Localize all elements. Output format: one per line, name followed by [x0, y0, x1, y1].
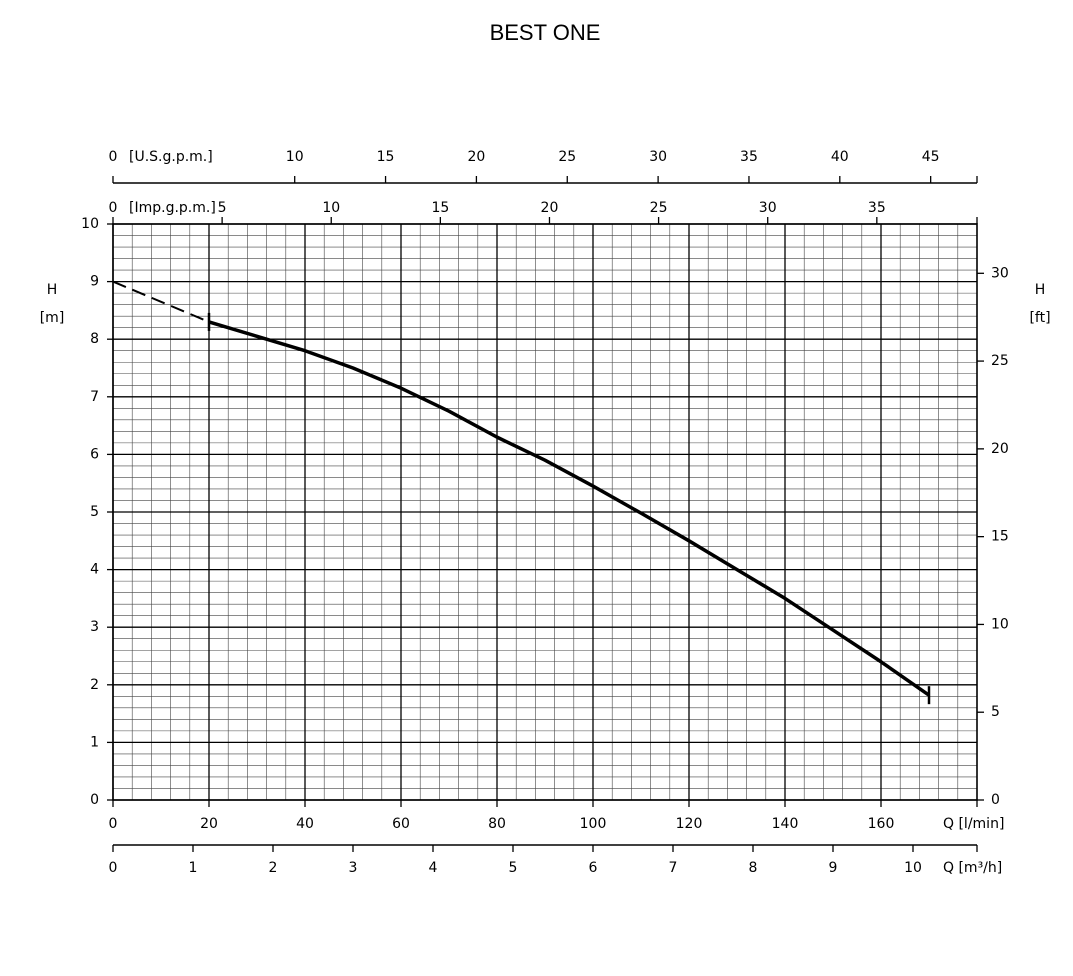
y-tick-label: 4	[90, 562, 99, 578]
y-tick-label: 8	[90, 331, 99, 347]
y2-tick-label: 0	[991, 792, 1000, 808]
axis-tick-label: 35	[740, 149, 758, 165]
y2-tick-label: 15	[991, 529, 1009, 545]
axis-tick-label: 0	[109, 200, 118, 216]
y-tick-label: 2	[90, 677, 99, 693]
axis-tick-label: 2	[269, 860, 278, 876]
axis-label: Q [m³/h]	[943, 860, 1002, 876]
axis-label: [Imp.g.p.m.]	[129, 200, 216, 216]
axis-tick-label: 0	[109, 149, 118, 165]
y2-axis-unit: [ft]	[1029, 310, 1050, 326]
axis-tick-label: 10	[322, 200, 340, 216]
curve	[208, 320, 930, 697]
axis-tick-label: 10	[286, 149, 304, 165]
axis-tick-label: 25	[558, 149, 576, 165]
axis-tick-label: 30	[759, 200, 777, 216]
y-tick-label: 9	[90, 274, 99, 290]
axis-tick-label: 10	[904, 860, 922, 876]
axis-tick-label: 5	[509, 860, 518, 876]
curve	[112, 280, 210, 323]
y-tick-label: 10	[81, 216, 99, 232]
axis-tick-label: 0	[109, 860, 118, 876]
axis-tick-label: 4	[429, 860, 438, 876]
y2-tick-label: 5	[991, 704, 1000, 720]
y-tick-label: 3	[90, 619, 99, 635]
x-tick-label: 100	[580, 816, 607, 832]
x-tick-label: 0	[109, 816, 118, 832]
y2-tick-label: 25	[991, 353, 1009, 369]
x-tick-label: 140	[772, 816, 799, 832]
x-tick-label: 60	[392, 816, 410, 832]
axis-tick-label: 9	[829, 860, 838, 876]
y2-tick-label: 20	[991, 441, 1009, 457]
x-tick-label: 20	[200, 816, 218, 832]
axis-tick-label: 35	[868, 200, 886, 216]
axis-tick-label: 45	[922, 149, 940, 165]
y-axis-label: H	[47, 282, 58, 298]
axis-tick-label: 1	[189, 860, 198, 876]
x-tick-label: 160	[868, 816, 895, 832]
y-tick-label: 7	[90, 389, 99, 405]
plot-frame	[112, 223, 978, 801]
y-axis-unit: [m]	[40, 310, 65, 326]
axis-tick-label: 30	[649, 149, 667, 165]
y-tick-label: 6	[90, 446, 99, 462]
x-tick-label: 80	[488, 816, 506, 832]
axis-tick-label: 20	[541, 200, 559, 216]
x-axis-label: Q [l/min]	[943, 816, 1004, 832]
axis-tick-label: 40	[831, 149, 849, 165]
axis-label: [U.S.g.p.m.]	[129, 149, 213, 165]
chart-title: BEST ONE	[490, 20, 601, 45]
axis-tick-label: 8	[749, 860, 758, 876]
axis-tick-label: 7	[669, 860, 678, 876]
axis-tick-label: 15	[377, 149, 395, 165]
y2-axis-label: H	[1035, 282, 1046, 298]
y-tick-label: 0	[90, 792, 99, 808]
x-tick-label: 40	[296, 816, 314, 832]
y-tick-label: 1	[90, 734, 99, 750]
axis-tick-label: 6	[589, 860, 598, 876]
axis-tick-label: 25	[650, 200, 668, 216]
x-tick-label: 120	[676, 816, 703, 832]
axis-tick-label: 5	[218, 200, 227, 216]
y-tick-label: 5	[90, 504, 99, 520]
axis-tick-label: 20	[467, 149, 485, 165]
y2-tick-label: 10	[991, 616, 1009, 632]
axis-tick-label: 15	[431, 200, 449, 216]
axis-tick-label: 3	[349, 860, 358, 876]
y2-tick-label: 30	[991, 265, 1009, 281]
